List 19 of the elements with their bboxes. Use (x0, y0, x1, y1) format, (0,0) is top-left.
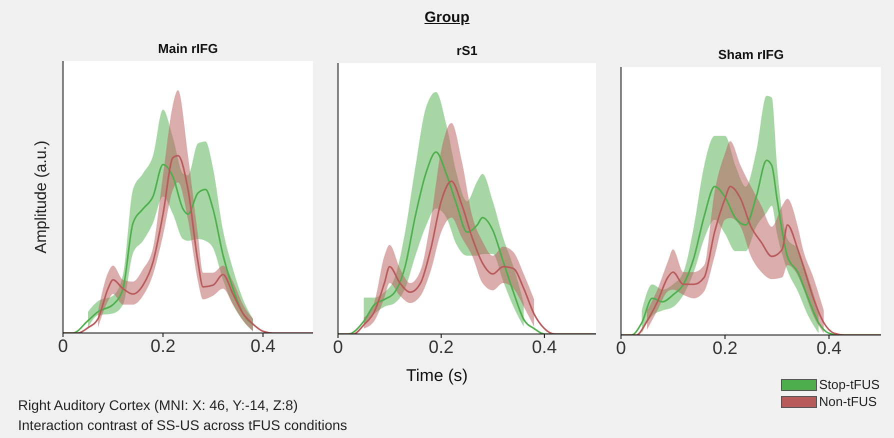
x-tick-label: 0.4 (250, 336, 276, 356)
chart-title: Main rIFG (157, 41, 219, 56)
x-tick-label: 0.4 (532, 336, 557, 357)
legend-label: Non-tFUS (819, 393, 877, 410)
text: Interaction contrast of SS-US across tFUS conditions (18, 416, 348, 435)
x-tick-label: 0 (58, 336, 68, 356)
x-axis-title: Time (s) (405, 366, 469, 386)
chart-title: rS1 (456, 43, 478, 58)
x-tick-label: 0.2 (428, 336, 454, 357)
chart-title: Sham rIFG (717, 47, 785, 62)
text: Group (424, 9, 470, 26)
x-tick-label: 0.2 (712, 338, 738, 358)
x-tick-label: 0 (616, 338, 626, 358)
x-tick-label: 0 (332, 336, 344, 357)
x-tick-label: 0.2 (150, 336, 176, 356)
y-axis-title: Amplitude (a.u.) (32, 140, 51, 256)
legend-label: Stop-tFUS (819, 376, 880, 393)
x-tick-label: 0.4 (816, 338, 842, 358)
text: Right Auditory Cortex (MNI: X: 46, Y:-14, Z:8) (18, 396, 299, 415)
